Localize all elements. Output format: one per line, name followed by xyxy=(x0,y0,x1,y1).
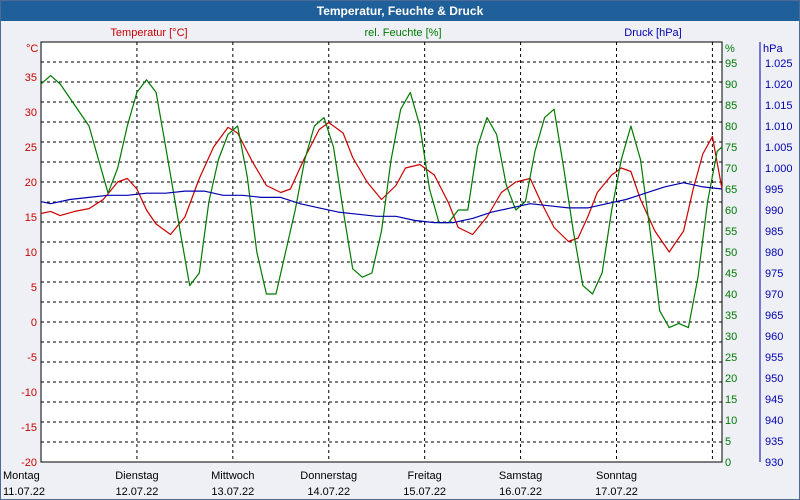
pressure-tick-label: 965 xyxy=(765,310,783,322)
humidity-tick-label: 0 xyxy=(725,457,731,469)
humidity-tick-label: 30 xyxy=(725,331,737,343)
chart-title: Temperatur, Feuchte & Druck xyxy=(1,1,799,21)
temperature-tick-label: 15 xyxy=(25,212,37,224)
pressure-tick-label: 1.010 xyxy=(765,121,793,133)
left-axis-unit: °C xyxy=(26,43,38,55)
pressure-tick-label: 945 xyxy=(765,394,783,406)
x-axis-day-label: Dienstag xyxy=(115,470,158,482)
pressure-tick-label: 955 xyxy=(765,352,783,364)
x-axis-day-label: Samstag xyxy=(499,470,542,482)
x-axis-date-label: 12.07.22 xyxy=(116,486,159,498)
temperature-legend-label: Temperatur [°C] xyxy=(110,27,187,39)
x-axis-day-label: Mittwoch xyxy=(211,470,254,482)
series-line-right1 xyxy=(40,74,723,329)
plot-area xyxy=(40,41,723,463)
series-lines xyxy=(40,74,723,329)
humidity-tick-label: 65 xyxy=(725,184,737,196)
x-axis-date-label: 16.07.22 xyxy=(499,486,542,498)
x-axis-day-label: Freitag xyxy=(408,470,442,482)
pressure-tick-label: 935 xyxy=(765,436,783,448)
humidity-tick-label: 25 xyxy=(725,352,737,364)
temperature-tick-label: -15 xyxy=(21,422,37,434)
humidity-tick-label: 85 xyxy=(725,100,737,112)
pressure-tick-label: 985 xyxy=(765,226,783,238)
pressure-legend-label: Druck [hPa] xyxy=(624,27,681,39)
series-line-right2 xyxy=(40,182,723,224)
pressure-tick-label: 960 xyxy=(765,331,783,343)
pressure-tick-label: 980 xyxy=(765,247,783,259)
x-axis-day-label: Donnerstag xyxy=(300,470,357,482)
temperature-tick-label: 10 xyxy=(25,247,37,259)
humidity-tick-label: 40 xyxy=(725,289,737,301)
pressure-tick-label: 970 xyxy=(765,289,783,301)
x-axis-date-label: 14.07.22 xyxy=(307,486,350,498)
temperature-tick-label: -20 xyxy=(21,457,37,469)
humidity-tick-label: 75 xyxy=(725,142,737,154)
x-axis-date-label: 17.07.22 xyxy=(595,486,638,498)
humidity-tick-label: 50 xyxy=(725,247,737,259)
x-axis-day-label: Montag xyxy=(3,470,40,482)
pressure-tick-label: 1.020 xyxy=(765,79,793,91)
humidity-tick-label: 45 xyxy=(725,268,737,280)
humidity-tick-label: 5 xyxy=(725,436,731,448)
temperature-tick-label: -5 xyxy=(27,352,37,364)
pressure-tick-label: 1.015 xyxy=(765,100,793,112)
x-axis-date-label: 15.07.22 xyxy=(403,486,446,498)
x-axis-date-label: 11.07.22 xyxy=(3,486,45,498)
grid-lines xyxy=(41,42,722,462)
temperature-tick-label: 5 xyxy=(31,282,37,294)
x-axis-labels: Montag 11.07.22 Dienstag 12.07.22 Mittwoch 13… xyxy=(3,470,638,498)
humidity-tick-label: 70 xyxy=(725,163,737,175)
temperature-tick-label: -10 xyxy=(21,387,37,399)
temperature-tick-label: 0 xyxy=(31,317,37,329)
x-axis-day-label: Sonntag xyxy=(596,470,637,482)
pressure-tick-label: 950 xyxy=(765,373,783,385)
pressure-tick-label: 930 xyxy=(765,457,783,469)
humidity-tick-label: 90 xyxy=(725,79,737,91)
humidity-tick-label: 95 xyxy=(725,58,737,70)
temperature-tick-label: 35 xyxy=(25,72,37,84)
pressure-tick-label: 1.025 xyxy=(765,58,793,70)
humidity-tick-label: 10 xyxy=(725,415,737,427)
pressure-tick-label: 1.000 xyxy=(765,163,793,175)
x-axis-date-label: 13.07.22 xyxy=(211,486,254,498)
pressure-axis-ticks: 1.025 1.020 1.015 1.010 1.005 1.000 995 990 985 9… xyxy=(765,58,793,469)
humidity-tick-label: 35 xyxy=(725,310,737,322)
temperature-tick-label: 30 xyxy=(25,107,37,119)
temperature-tick-label: 20 xyxy=(25,177,37,189)
humidity-tick-label: 15 xyxy=(725,394,737,406)
pressure-axis-unit: hPa xyxy=(763,43,783,55)
humidity-legend-label: rel. Feuchte [%] xyxy=(364,27,441,39)
temperature-tick-label: 25 xyxy=(25,142,37,154)
humidity-tick-label: 55 xyxy=(725,226,737,238)
left-axis-ticks: 35 30 25 20 15 10 5 0 -5 -10 -15 -20 xyxy=(21,72,37,469)
pressure-tick-label: 940 xyxy=(765,415,783,427)
pressure-tick-label: 975 xyxy=(765,268,783,280)
humidity-tick-label: 80 xyxy=(725,121,737,133)
humidity-tick-label: 20 xyxy=(725,373,737,385)
pressure-tick-label: 990 xyxy=(765,205,783,217)
pressure-tick-label: 1.005 xyxy=(765,142,793,154)
humidity-tick-label: 60 xyxy=(725,205,737,217)
humidity-axis-unit: % xyxy=(725,43,735,55)
pressure-tick-label: 995 xyxy=(765,184,783,196)
